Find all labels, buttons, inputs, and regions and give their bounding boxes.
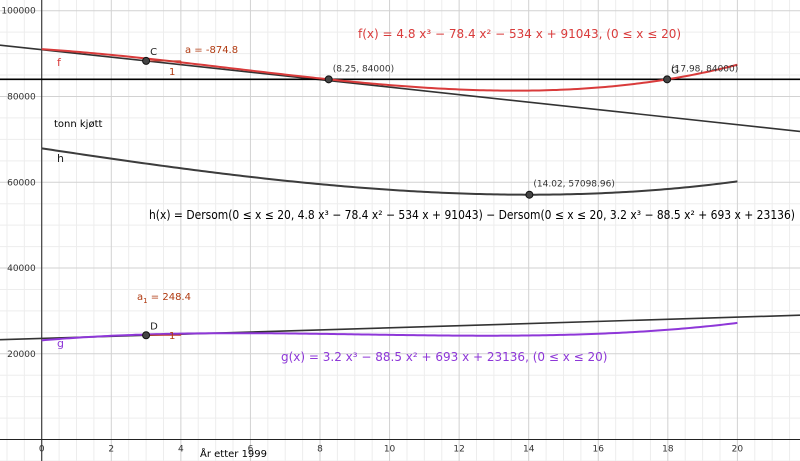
formula-h: h(x) = Dersom(0 ≤ x ≤ 20, 4.8 x³ − 78.4 … — [149, 208, 795, 222]
slope-label-g-sub: 1 — [143, 297, 147, 305]
point-G — [663, 75, 672, 84]
formula-f: f(x) = 4.8 x³ − 78.4 x² − 534 x + 91043,… — [358, 27, 681, 41]
y-tick-label: 40000 — [7, 264, 36, 274]
slope-run-f: 1 — [169, 67, 175, 78]
slope-label-g-a: a — [137, 292, 143, 303]
x-tick-label: 2 — [108, 445, 114, 455]
x-tick-label: 12 — [453, 445, 464, 455]
x-tick-label: 8 — [317, 445, 323, 455]
point-D — [142, 331, 151, 340]
straight-lines — [0, 44, 800, 341]
function-curves — [41, 48, 738, 342]
point-label: D — [150, 321, 158, 332]
y-tick-label: 60000 — [7, 178, 36, 188]
point-coords: (8.25, 84000) — [333, 64, 394, 74]
point-marker — [324, 75, 333, 84]
x-tick-label: 20 — [732, 445, 744, 455]
slope-label-g: a1 = 248.4 — [137, 292, 191, 305]
x-tick-label: 16 — [593, 445, 605, 455]
y-tick-label: 20000 — [7, 350, 36, 360]
slope-label-g-value: = 248.4 — [148, 292, 191, 303]
function-h-label: h — [57, 152, 64, 165]
points: C (8.25, 84000) G(17.98, 84000) (14.02, 570… — [142, 47, 738, 340]
point-label: C — [150, 47, 157, 58]
curve-h — [41, 147, 738, 196]
x-axis-label: År etter 1999 — [200, 447, 267, 460]
curve-g — [41, 321, 738, 342]
x-tick-label: 14 — [523, 445, 535, 455]
line-tangent-f — [0, 44, 800, 133]
function-f-label: f — [57, 56, 62, 69]
y-tick-label: 80000 — [7, 92, 36, 102]
x-tick-label: 4 — [178, 445, 184, 455]
slope-label-f: a = -874.8 — [185, 45, 238, 56]
formula-g: g(x) = 3.2 x³ − 88.5 x² + 693 x + 23136,… — [281, 350, 607, 364]
tick-labels: 0 2 4 6 8 10 12 14 16 18 20 20000 40000 60000 80000 100… — [1, 7, 743, 455]
function-g-label: g — [57, 337, 64, 350]
x-tick-label: 10 — [384, 445, 396, 455]
x-tick-label: 6 — [248, 445, 254, 455]
point-C — [142, 56, 151, 65]
slope-run-g: 1 — [169, 331, 175, 342]
point-label: G — [671, 65, 679, 76]
x-tick-label: 0 — [39, 445, 45, 455]
x-tick-label: 18 — [662, 445, 674, 455]
curve-f — [41, 48, 738, 92]
slope-triangles — [146, 60, 182, 336]
point-marker — [525, 190, 534, 199]
point-coords: (14.02, 57098.96) — [533, 180, 614, 190]
y-axis-label: tonn kjøtt — [54, 119, 103, 130]
y-tick-label: 100000 — [1, 7, 36, 17]
point-coords: (17.98, 84000) — [671, 64, 738, 74]
